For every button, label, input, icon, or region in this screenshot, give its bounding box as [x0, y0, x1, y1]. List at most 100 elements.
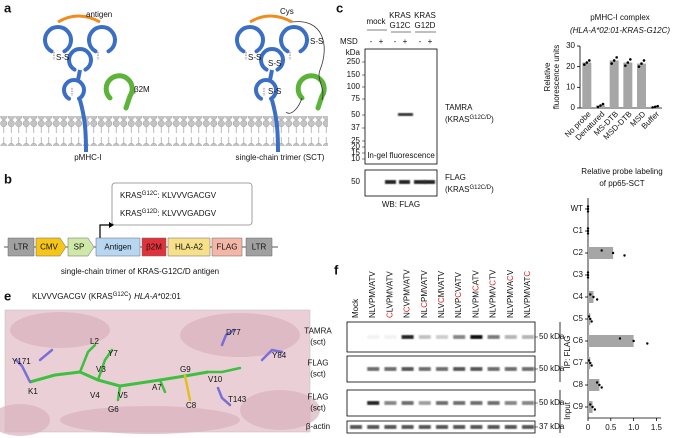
sign: + — [428, 37, 433, 46]
sequence-part: G12C — [142, 191, 158, 197]
structure-title: KLVVVGACGV (KRASG12C) HLA-A*02:01 — [32, 292, 181, 302]
lane-label-part: NLV — [437, 302, 446, 318]
element-label: LTR — [14, 243, 29, 252]
replicate-dot — [590, 320, 593, 323]
blot-band — [367, 401, 380, 405]
sequence-part: : KLVVVGADGV — [157, 209, 216, 218]
heavy-chain-domain — [62, 78, 86, 101]
blot-row-label-part: G12C/D — [469, 185, 491, 191]
surface-lobe — [0, 404, 50, 436]
marker-label: 10 — [351, 154, 360, 163]
replicate-dot — [624, 64, 627, 67]
x-tick-label: 1.5 — [651, 423, 663, 432]
replicate-dot — [651, 106, 654, 109]
y-tick-label: C8 — [573, 380, 584, 389]
side-chain — [183, 374, 192, 402]
lane-label-part: NLVPMVAT — [523, 277, 532, 318]
side-chain — [38, 348, 54, 362]
residue-label: V4 — [90, 391, 100, 400]
blot-band — [470, 401, 483, 405]
disulfide-label: S-S — [248, 53, 261, 62]
replicate-dot — [599, 104, 602, 107]
x-tick-label: 0 — [586, 423, 591, 432]
y-axis-label: Relative — [543, 62, 552, 91]
replicate-dot — [626, 61, 630, 64]
marker-label: 20 — [351, 142, 360, 151]
replicate-dot — [596, 105, 600, 109]
membrane — [0, 116, 328, 146]
antigen-peptide — [249, 14, 293, 24]
heavy-chain-domain — [43, 25, 73, 54]
replicate-dot — [587, 315, 591, 318]
blot-band — [418, 335, 431, 339]
replicate-dot — [583, 63, 586, 66]
lane-label-part: C — [437, 297, 446, 303]
replicate-dot — [586, 271, 590, 274]
panel-letter: e — [4, 288, 11, 303]
lane-label-part: PMVATV — [420, 270, 429, 302]
blot-band — [487, 401, 500, 405]
marker-label: 50 — [351, 177, 360, 186]
chart-title: Relative probe labeling — [581, 167, 662, 176]
gel — [364, 48, 438, 165]
y-tick-label: 10 — [566, 82, 575, 91]
gel-caption: In-gel fluorescence — [367, 151, 435, 160]
sequence-part: KRAS — [120, 191, 142, 200]
treatment-label: MSD — [340, 37, 358, 46]
replicate-dot — [588, 59, 591, 62]
side-chain — [158, 378, 167, 394]
heavy-chain-stem — [268, 69, 280, 153]
lane-label-part: NLVPM — [472, 291, 481, 318]
sequence-part: G12D — [142, 209, 158, 215]
size-label: 50 kDa — [539, 332, 565, 341]
residue-label: Y84 — [272, 351, 287, 360]
panel-letter: a — [4, 0, 12, 15]
replicate-dot — [587, 359, 591, 362]
marker-label: 50 — [351, 110, 360, 119]
size-label: 50 kDa — [539, 398, 565, 407]
blot-row-label: (sct) — [310, 338, 326, 347]
blot-band — [418, 367, 431, 371]
blot-band — [384, 367, 397, 371]
sign: - — [394, 37, 397, 46]
marker-label: 100 — [347, 82, 361, 91]
blot-band — [414, 180, 425, 184]
element-label: FLAG — [217, 243, 238, 252]
blot-row-label-part: ) — [491, 185, 494, 194]
disulfide-label: S-S — [310, 37, 323, 46]
y-tick-label: C5 — [573, 314, 584, 323]
gel-row-label-part: ) — [491, 115, 494, 124]
construct-label: single-chain trimer (SCT) — [236, 153, 325, 162]
replicate-dot — [646, 342, 649, 345]
replicate-dot — [629, 58, 632, 61]
residue-label: Y171 — [12, 357, 31, 366]
sign: - — [370, 37, 373, 46]
surface-lobe — [180, 313, 300, 357]
blot-row-label: (sct) — [310, 370, 326, 379]
construct-element — [35, 237, 67, 257]
blot-band — [504, 401, 517, 405]
lane-label: NLVPCVATV — [454, 272, 463, 318]
lane-label-part: C — [523, 271, 532, 277]
y-tick-label: C4 — [573, 292, 584, 301]
y-tick-label: C3 — [573, 270, 584, 279]
blot-band — [504, 425, 517, 429]
gel-row-label-part: (KRAS — [445, 115, 469, 124]
replicate-dot — [585, 61, 589, 64]
sequence-part: : KLVVVGACGV — [157, 191, 216, 200]
lane-label-part: NLVP — [454, 298, 463, 318]
group-label: IP: FLAG — [563, 336, 572, 369]
residue-label: D77 — [226, 328, 241, 337]
size-label: 37 kDa — [539, 422, 565, 431]
side-chain — [14, 358, 32, 384]
lane-header: G12C — [390, 21, 411, 30]
heavy-chain-domain — [254, 78, 278, 101]
heavy-chain-stem — [76, 69, 88, 153]
lane-header: mock — [366, 17, 386, 26]
group-label: Input — [563, 401, 572, 420]
lane-label: NLVPMVATC — [523, 271, 532, 318]
linker — [285, 21, 325, 114]
bar — [588, 401, 593, 413]
blot-row-label: β-actin — [306, 422, 330, 431]
